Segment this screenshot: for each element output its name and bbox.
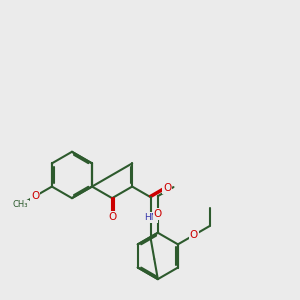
Text: CH₃: CH₃ xyxy=(13,200,28,209)
Text: HN: HN xyxy=(144,213,158,222)
Text: O: O xyxy=(154,209,162,219)
Text: O: O xyxy=(31,191,40,201)
Text: O: O xyxy=(190,230,198,240)
Text: O: O xyxy=(163,183,171,193)
Text: O: O xyxy=(108,212,116,222)
